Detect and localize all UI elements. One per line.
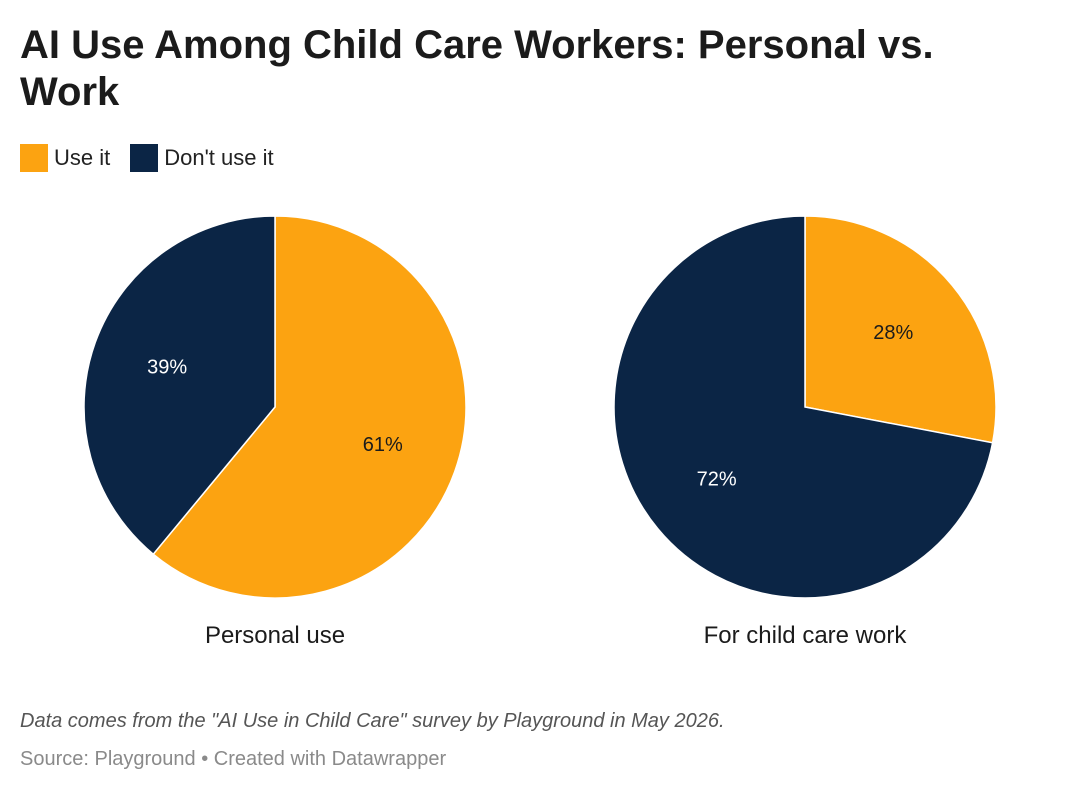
pie-value-label: 72%	[697, 468, 737, 490]
legend-label-dont-use-it: Don't use it	[164, 145, 274, 170]
pie-slice-don-t-use-it	[83, 215, 276, 556]
legend-swatch-use-it	[20, 144, 48, 172]
chart-note: Data comes from the "AI Use in Child Car…	[20, 710, 725, 732]
chart-source: Source: Playground • Created with Datawr…	[20, 748, 447, 770]
pie-value-label: 39%	[147, 356, 187, 378]
legend-item-use-it: Use it	[20, 144, 110, 172]
pie-slice-use-it	[804, 215, 997, 444]
pie-caption: For child care work	[704, 622, 908, 649]
pie-personal-use: 61% 39% Personal use	[83, 215, 467, 649]
legend-label-use-it: Use it	[54, 145, 111, 170]
pie-value-label: 28%	[873, 322, 913, 344]
pie-charts: 61% 39% Personal use 28% 72% For child care w…	[83, 215, 997, 649]
pie-value-label: 61%	[363, 434, 403, 456]
pie-slice-use-it	[152, 215, 467, 599]
legend-swatch-dont-use-it	[130, 144, 159, 172]
chart-title: AI Use Among Child Care Workers: Persona…	[20, 23, 934, 114]
legend: Use it Don't use it	[20, 144, 294, 172]
legend-item-dont-use-it: Don't use it	[130, 144, 274, 172]
pie-slice-don-t-use-it	[613, 215, 994, 599]
pie-for-child-care-work: 28% 72% For child care work	[613, 215, 997, 649]
pie-caption: Personal use	[205, 622, 345, 649]
